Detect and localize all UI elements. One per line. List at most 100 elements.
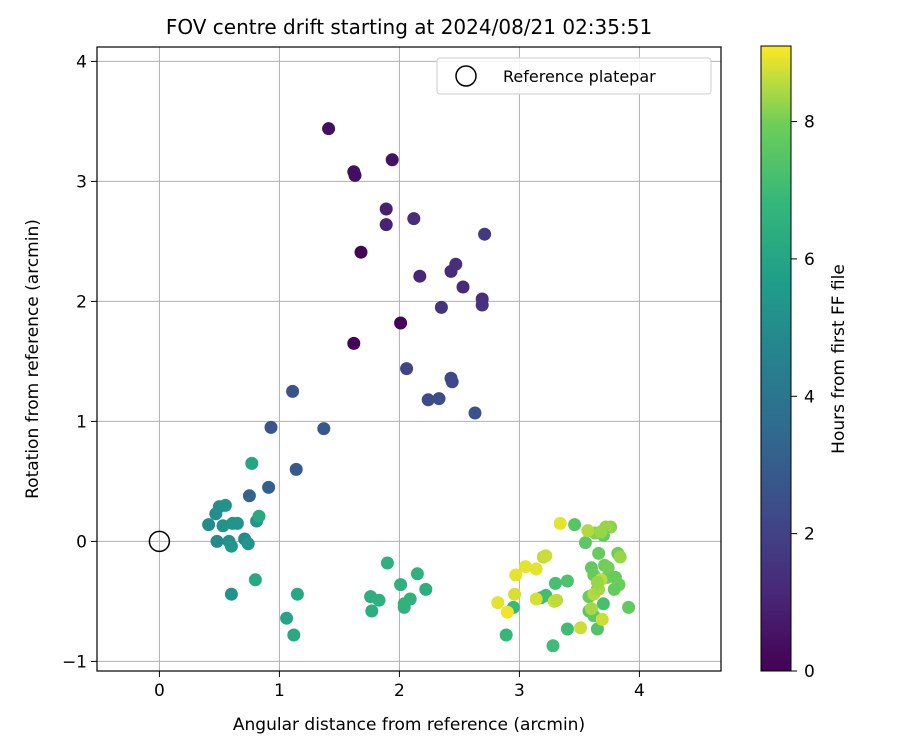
data-point xyxy=(518,560,532,574)
data-point xyxy=(578,536,592,550)
data-point xyxy=(347,336,361,350)
y-tick-label: 0 xyxy=(76,532,87,552)
data-point xyxy=(445,375,459,389)
data-point xyxy=(379,202,393,216)
data-point xyxy=(500,605,514,619)
colorbar-label: Hours from first FF file xyxy=(829,264,849,454)
legend-label-reference: Reference platepar xyxy=(503,67,656,86)
legend: Reference platepar xyxy=(436,57,712,95)
data-point xyxy=(421,393,435,407)
colorbar-tick-label: 8 xyxy=(804,113,815,133)
data-point xyxy=(202,518,216,532)
data-point xyxy=(230,516,244,530)
data-point xyxy=(322,122,336,136)
data-point xyxy=(287,628,301,642)
y-tick-label: 2 xyxy=(76,292,87,312)
data-point xyxy=(397,600,411,614)
data-point xyxy=(242,489,256,503)
data-point xyxy=(434,300,448,314)
legend-box xyxy=(436,57,712,95)
data-point xyxy=(410,567,424,581)
data-point xyxy=(613,550,627,564)
colorbar xyxy=(760,45,792,672)
data-point xyxy=(475,298,489,312)
data-point xyxy=(509,568,523,582)
data-point xyxy=(560,622,574,636)
y-tick-label: −1 xyxy=(62,652,87,672)
x-tick-label: 3 xyxy=(514,681,525,701)
colorbar-tick-label: 0 xyxy=(804,662,815,682)
data-point xyxy=(568,518,582,532)
y-tick-label: 1 xyxy=(76,412,87,432)
colorbar-tick-label: 4 xyxy=(804,387,815,407)
data-point xyxy=(290,587,304,601)
data-point xyxy=(491,596,505,610)
data-point xyxy=(456,280,470,294)
data-point xyxy=(444,264,458,278)
data-point xyxy=(529,562,543,576)
data-point xyxy=(354,245,368,259)
colorbar-tick-label: 6 xyxy=(804,250,815,270)
data-point xyxy=(380,556,394,570)
data-point xyxy=(224,539,238,553)
data-point xyxy=(499,628,513,642)
data-point xyxy=(581,524,595,538)
data-point xyxy=(248,573,262,587)
colorbar-ticks: 0 2 4 6 8 xyxy=(791,113,815,682)
data-point xyxy=(592,546,606,560)
data-point xyxy=(224,587,238,601)
x-tick-label: 0 xyxy=(154,681,165,701)
data-point xyxy=(596,597,610,611)
data-point xyxy=(289,462,303,476)
data-point xyxy=(590,575,604,589)
data-point xyxy=(385,153,399,167)
colorbar-tick-label: 2 xyxy=(804,525,815,545)
data-point xyxy=(468,406,482,420)
data-point xyxy=(546,639,560,653)
data-point xyxy=(432,392,446,406)
data-point xyxy=(574,621,588,635)
data-point xyxy=(245,456,259,470)
x-tick-label: 4 xyxy=(634,681,645,701)
data-point xyxy=(529,592,543,606)
data-point xyxy=(394,578,408,592)
data-point xyxy=(394,316,408,330)
data-point xyxy=(317,422,331,436)
data-point xyxy=(218,498,232,512)
data-points xyxy=(202,122,636,653)
data-point xyxy=(419,582,433,596)
plot-area-frame xyxy=(96,46,722,672)
data-point xyxy=(548,576,562,590)
reference-platepar-marker xyxy=(148,530,171,553)
x-axis-ticks: 0 1 2 3 4 xyxy=(154,671,645,701)
data-point xyxy=(372,593,386,607)
data-point xyxy=(550,593,564,607)
data-point xyxy=(262,480,276,494)
data-point xyxy=(379,218,393,232)
data-point xyxy=(553,516,567,530)
data-point xyxy=(560,574,574,588)
y-tick-label: 3 xyxy=(76,172,87,192)
reference-marker-layer xyxy=(148,530,171,553)
data-point xyxy=(252,509,266,523)
data-point xyxy=(584,602,598,616)
y-tick-label: 4 xyxy=(76,52,87,72)
data-point xyxy=(210,534,224,548)
data-point xyxy=(607,582,621,596)
data-point xyxy=(508,587,522,601)
data-point xyxy=(594,525,608,539)
data-point xyxy=(264,420,278,434)
data-point xyxy=(601,561,615,575)
data-point xyxy=(413,269,427,283)
data-point xyxy=(478,227,492,241)
legend-marker-reference xyxy=(455,65,477,87)
data-point xyxy=(590,622,604,636)
data-point xyxy=(241,537,255,551)
data-point xyxy=(365,604,379,618)
data-point xyxy=(622,600,636,614)
data-point xyxy=(280,611,294,625)
x-tick-label: 2 xyxy=(394,681,405,701)
data-point xyxy=(286,384,300,398)
data-point xyxy=(407,212,421,226)
